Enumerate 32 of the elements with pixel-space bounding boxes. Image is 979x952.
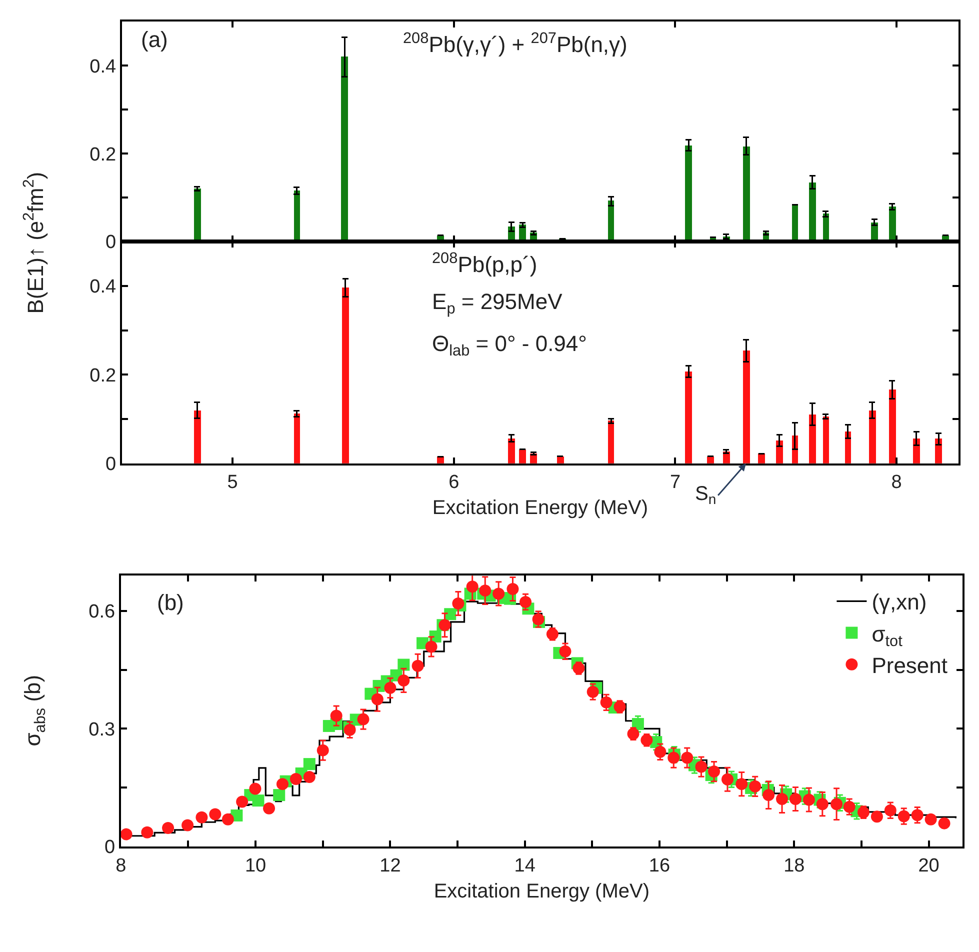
x-tick-label: 5	[227, 472, 238, 494]
annotation: (a)	[141, 27, 168, 52]
x-tick-label: 10	[244, 855, 266, 876]
x-tick-label: 18	[784, 855, 805, 876]
y-tick-label: 0	[106, 232, 116, 254]
x-tick-label: 6	[448, 472, 460, 494]
x-axis-title: Excitation Energy (MeV)	[434, 880, 650, 902]
y-tick-label: 0.6	[88, 602, 116, 623]
x-tick-label: 16	[648, 855, 670, 876]
x-tick-label: 14	[514, 855, 536, 876]
legend-label: (γ,xn)	[872, 590, 927, 615]
x-tick-label: 8	[891, 472, 902, 494]
annotation: (b)	[157, 590, 184, 615]
y-tick-label: 0	[106, 454, 116, 476]
annotation: S$_{n}$	[695, 483, 716, 508]
x-tick-label: 20	[918, 855, 940, 876]
annotation: $^{208}$Pb(γ,γ´) + $^{207}$Pb(n,γ)	[403, 30, 628, 58]
y-tick-label: 0.4	[90, 56, 117, 78]
x-axis-title: Excitation Energy (MeV)	[432, 497, 648, 520]
x-tick-label: 7	[670, 472, 681, 494]
y-tick-label: 0	[104, 837, 116, 858]
y-tick-label: 0.3	[88, 719, 116, 740]
y-tick-label: 0.2	[90, 365, 116, 386]
y-tick-label: 0.4	[90, 276, 117, 298]
legend-label: Present	[872, 652, 948, 678]
annotation: E$_{p}$ = 295MeV	[432, 289, 563, 318]
annotation: Θ$_{lab}$ = 0° - 0.94°	[432, 331, 587, 360]
annotation: $^{208}$Pb(p,p´)	[432, 250, 538, 278]
x-tick-label: 8	[116, 855, 126, 876]
y-tick-label: 0.2	[90, 144, 116, 166]
x-tick-label: 12	[380, 855, 401, 876]
legend-label: σ$_{tot}$	[872, 621, 904, 650]
